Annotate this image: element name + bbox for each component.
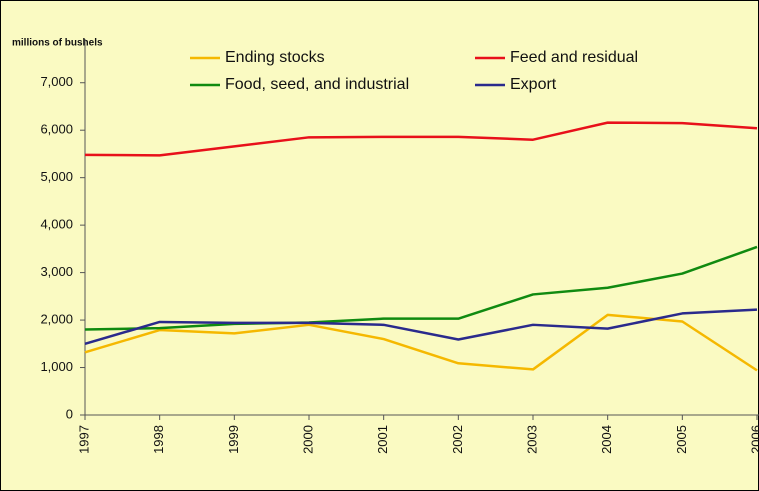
series-line bbox=[84, 245, 758, 331]
series-line bbox=[84, 313, 758, 372]
legend-label: Ending stocks bbox=[225, 49, 325, 66]
x-tick-label: 2006 bbox=[748, 425, 759, 454]
legend-label: Feed and residual bbox=[510, 49, 638, 66]
y-tick-label: 5,000 bbox=[40, 169, 73, 184]
y-tick-label: 0 bbox=[66, 406, 73, 421]
y-tick-label: 6,000 bbox=[40, 122, 73, 137]
y-tick-label: 3,000 bbox=[40, 264, 73, 279]
x-tick-label: 2002 bbox=[450, 425, 465, 454]
y-tick-label: 1,000 bbox=[40, 359, 73, 374]
y-tick-label: 4,000 bbox=[40, 217, 73, 232]
x-tick-label: 2005 bbox=[674, 425, 689, 454]
x-tick-label: 1998 bbox=[151, 425, 166, 454]
x-tick-label: 1999 bbox=[226, 425, 241, 454]
y-tick-label: 7,000 bbox=[40, 74, 73, 89]
y-tick-label: 2,000 bbox=[40, 312, 73, 327]
x-tick-label: 2004 bbox=[599, 425, 614, 454]
x-tick-label: 2000 bbox=[300, 425, 315, 454]
legend-label: Food, seed, and industrial bbox=[225, 76, 409, 93]
legend-label: Export bbox=[510, 76, 557, 93]
x-tick-label: 2001 bbox=[375, 425, 390, 454]
x-tick-label: 2003 bbox=[524, 425, 539, 454]
series-line bbox=[84, 121, 758, 157]
series-line bbox=[84, 308, 758, 345]
y-axis-label: millions of bushels bbox=[12, 38, 103, 49]
x-tick-label: 1997 bbox=[76, 425, 91, 454]
